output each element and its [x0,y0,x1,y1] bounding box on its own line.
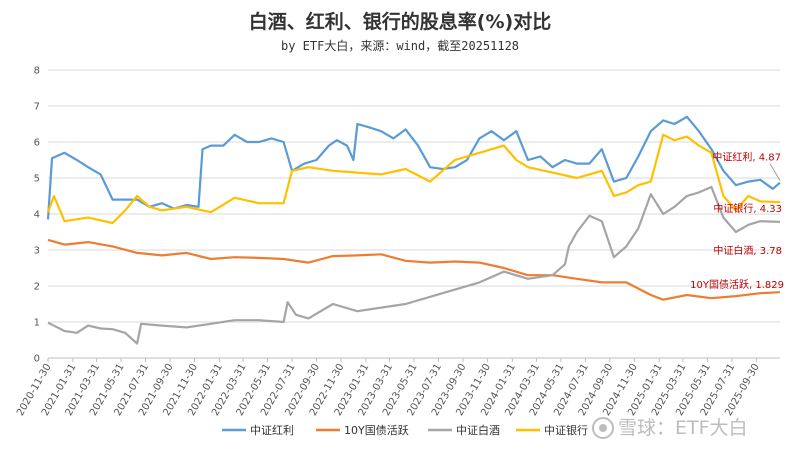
watermark-text: 雪球：ETF大白 [618,417,748,439]
annotation-label: 10Y国债活跃, 1.829 [690,278,784,291]
legend-label: 中证白酒 [456,423,500,437]
y-tick-label: 3 [34,246,40,257]
y-tick-label: 7 [34,102,40,113]
y-tick-label: 0 [34,354,40,365]
y-tick-label: 1 [34,318,40,329]
logo-ring [592,417,614,439]
annotations: 中证红利, 4.87 中证银行, 4.33 中证白酒, 3.78 10Y国债活跃, 1… [690,151,784,291]
legend-label: 中证红利 [250,424,294,437]
series-line-2 [47,185,781,345]
y-tick-label: 4 [34,210,40,221]
y-tick-label: 8 [34,66,40,77]
legend-label: 中证银行 [544,423,588,437]
series-line-0 [46,115,781,220]
y-tick-label: 5 [34,174,40,185]
y-tick-label: 6 [34,138,40,149]
annotation-label: 中证白酒, 3.78 [713,244,782,257]
legend-label: 10Y国债活跃 [344,423,409,437]
annotation-leader [769,163,781,181]
series-lines [46,115,781,345]
annotation-label: 中证红利, 4.87 [712,151,781,164]
series-line-1 [47,238,781,301]
series-line-3 [46,133,781,225]
chart-subtitle: by ETF大白，来源：wind，截至20251128 [281,38,519,53]
chart-title: 白酒、红利、银行的股息率(%)对比 [249,10,551,33]
logo-dot [599,424,607,432]
y-tick-label: 2 [34,282,40,293]
watermark: 雪球：ETF大白 [592,417,748,439]
y-axis: 0 1 2 3 4 5 6 7 8 [34,66,40,365]
legend: 中证红利 10Y国债活跃 中证白酒 中证银行 [222,423,588,437]
annotation-label: 中证银行, 4.33 [713,202,782,215]
xueqiu-logo-icon [592,417,614,439]
